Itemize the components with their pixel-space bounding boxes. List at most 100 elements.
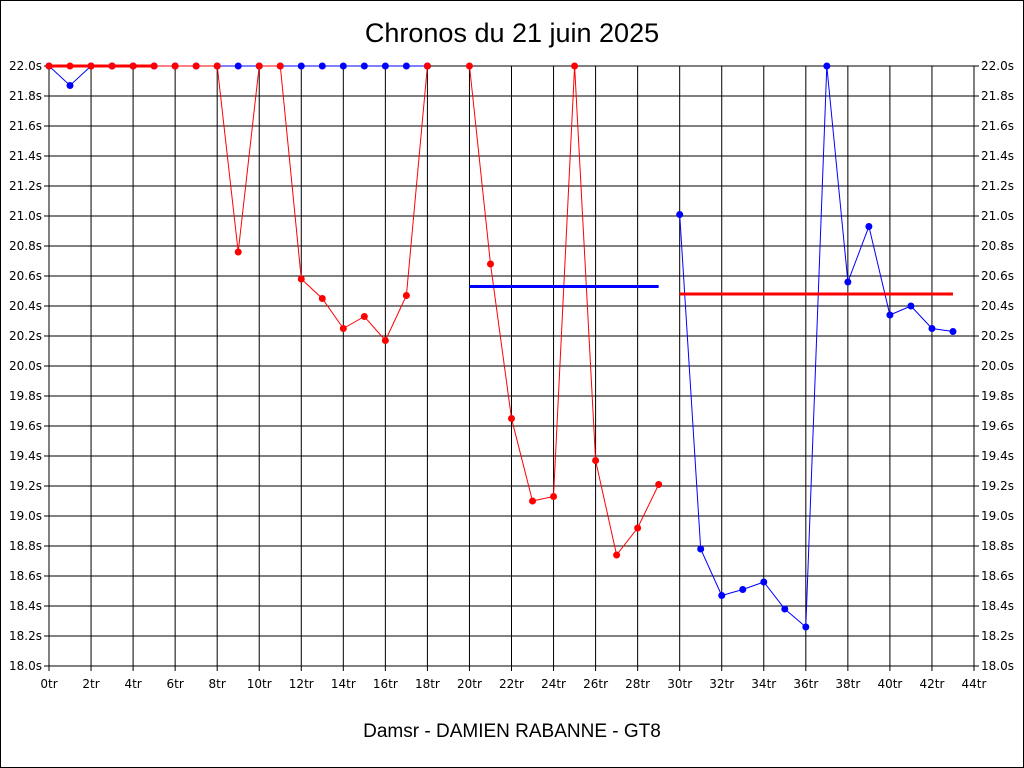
data-point-1 — [213, 62, 221, 70]
y-tick-label-left: 19.8s — [9, 389, 42, 403]
x-tick-label: 26tr — [583, 677, 608, 691]
data-point-1 — [318, 295, 326, 302]
y-tick-label-left: 18.2s — [9, 629, 42, 643]
data-point-1 — [171, 62, 179, 70]
data-point-1 — [592, 457, 600, 464]
x-tick-label: 36tr — [793, 677, 818, 691]
y-tick-label-left: 21.6s — [9, 119, 42, 133]
y-tick-label-right: 20.0s — [981, 359, 1014, 373]
data-point-1 — [192, 62, 200, 70]
y-tick-label-right: 18.6s — [981, 569, 1014, 583]
data-point-1 — [150, 62, 158, 70]
data-point-1 — [255, 62, 263, 70]
y-tick-label-left: 19.2s — [9, 479, 42, 493]
y-tick-label-right: 19.0s — [981, 509, 1014, 523]
y-tick-label-right: 20.6s — [981, 269, 1014, 283]
data-point-1 — [634, 524, 642, 532]
x-tick-label: 18tr — [415, 677, 440, 691]
y-tick-label-left: 19.0s — [9, 509, 42, 523]
y-tick-label-left: 21.0s — [9, 209, 42, 223]
x-tick-label: 20tr — [457, 677, 482, 691]
x-tick-label: 42tr — [919, 677, 944, 691]
y-tick-label-left: 18.6s — [9, 569, 42, 583]
data-point-0 — [318, 62, 326, 70]
data-point-1 — [108, 62, 116, 70]
data-point-1 — [571, 62, 579, 70]
x-tick-label: 34tr — [751, 677, 776, 691]
chart-title: Chronos du 21 juin 2025 — [364, 18, 660, 48]
y-tick-label-right: 19.4s — [981, 449, 1014, 463]
data-point-0 — [697, 545, 705, 553]
x-tick-label: 28tr — [625, 677, 650, 691]
x-tick-label: 2tr — [82, 677, 99, 691]
y-tick-label-right: 20.2s — [981, 329, 1014, 343]
data-point-1 — [234, 248, 242, 256]
x-tick-label: 38tr — [835, 677, 860, 691]
data-point-1 — [423, 62, 431, 70]
y-tick-label-left: 22.0s — [9, 59, 42, 73]
y-tick-label-left: 21.4s — [9, 149, 42, 163]
x-tick-label: 8tr — [209, 677, 226, 691]
y-tick-label-left: 20.8s — [9, 239, 42, 253]
data-point-1 — [87, 62, 95, 70]
data-point-1 — [66, 62, 74, 70]
data-point-0 — [718, 592, 726, 599]
data-point-1 — [486, 260, 494, 268]
y-tick-label-left: 20.6s — [9, 269, 42, 283]
data-point-1 — [360, 313, 368, 320]
data-point-0 — [949, 328, 957, 335]
x-tick-label: 14tr — [331, 677, 356, 691]
plot-border — [48, 65, 975, 667]
y-tick-label-right: 18.0s — [981, 659, 1014, 673]
x-tick-label: 30tr — [667, 677, 692, 691]
data-point-0 — [844, 278, 852, 286]
x-tick-label: 40tr — [877, 677, 902, 691]
data-point-0 — [339, 62, 347, 70]
data-point-0 — [66, 82, 74, 89]
x-tick-label: 12tr — [289, 677, 314, 691]
data-point-1 — [655, 481, 663, 488]
y-tick-label-right: 21.8s — [981, 89, 1014, 103]
chart-subtitle: Damsr - DAMIEN RABANNE - GT8 — [363, 721, 661, 742]
x-tick-label: 22tr — [499, 677, 524, 691]
x-tick-label: 0tr — [40, 677, 57, 691]
series-line-1 — [469, 65, 660, 557]
data-point-1 — [339, 325, 347, 332]
y-tick-label-right: 19.6s — [981, 419, 1014, 433]
x-tick-label: 32tr — [709, 677, 734, 691]
data-point-1 — [45, 62, 53, 70]
data-point-0 — [739, 586, 747, 593]
data-point-1 — [402, 292, 410, 299]
x-tick-label: 10tr — [247, 677, 272, 691]
series-line-0 — [679, 65, 954, 629]
y-tick-label-left: 18.4s — [9, 599, 42, 613]
data-point-0 — [234, 62, 242, 70]
y-tick-label-right: 20.8s — [981, 239, 1014, 253]
y-tick-label-right: 21.2s — [981, 179, 1014, 193]
data-point-1 — [529, 497, 537, 505]
data-point-0 — [781, 605, 789, 613]
data-point-1 — [550, 493, 558, 500]
data-point-0 — [928, 325, 936, 332]
y-tick-label-left: 20.0s — [9, 359, 42, 373]
data-point-0 — [802, 623, 810, 631]
data-point-1 — [276, 62, 284, 70]
data-point-0 — [297, 62, 305, 70]
y-tick-label-right: 18.2s — [981, 629, 1014, 643]
y-tick-label-left: 18.0s — [9, 659, 42, 673]
data-point-0 — [760, 578, 768, 586]
y-tick-label-right: 20.4s — [981, 299, 1014, 313]
y-tick-label-right: 19.2s — [981, 479, 1014, 493]
y-tick-label-left: 20.4s — [9, 299, 42, 313]
data-point-1 — [613, 551, 621, 559]
data-point-0 — [402, 62, 410, 70]
x-tick-label: 6tr — [166, 677, 183, 691]
data-point-0 — [676, 211, 684, 218]
y-tick-label-left: 20.2s — [9, 329, 42, 343]
y-tick-label-right: 21.0s — [981, 209, 1014, 223]
y-tick-label-right: 22.0s — [981, 59, 1014, 73]
y-tick-label-left: 18.8s — [9, 539, 42, 553]
y-tick-label-left: 19.6s — [9, 419, 42, 433]
y-tick-label-right: 18.8s — [981, 539, 1014, 553]
data-point-0 — [886, 311, 894, 319]
